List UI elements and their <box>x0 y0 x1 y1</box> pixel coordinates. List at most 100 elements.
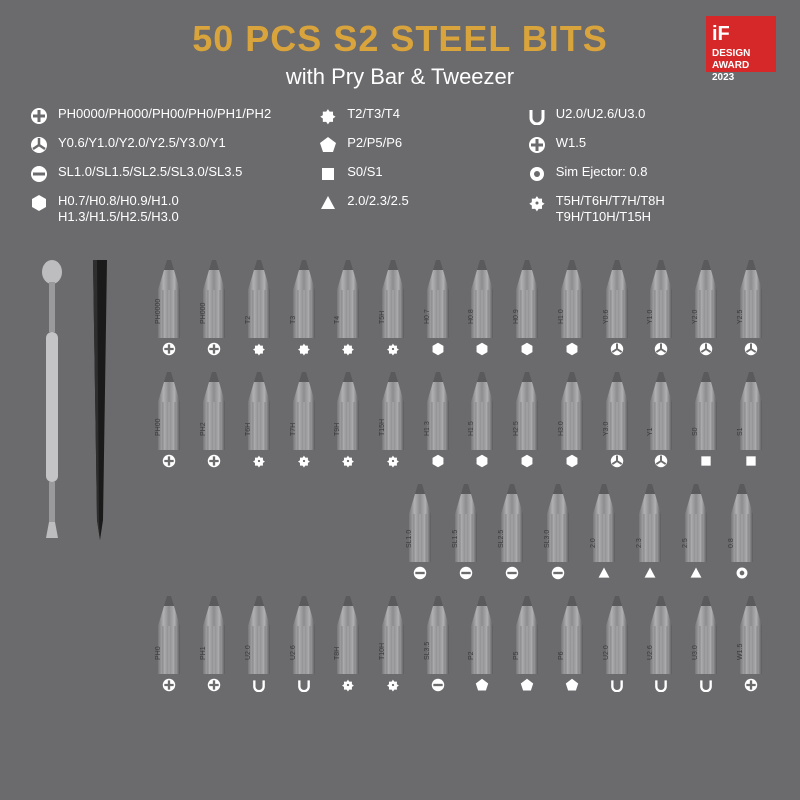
spec-col: PH0000/PH000/PH00/PH0/PH1/PH2Y0.6/Y1.0/Y… <box>30 106 299 236</box>
bit-item: PH0000 <box>150 260 189 356</box>
bit-label: S0 <box>692 427 699 436</box>
bit: 2.3 <box>635 484 665 562</box>
tri-icon <box>610 342 624 356</box>
bit: Y2.5 <box>736 260 766 338</box>
spec-row: Sim Ejector: 0.8 <box>528 164 770 183</box>
bit: H0.9 <box>512 260 542 338</box>
bit: SL3.0 <box>543 484 573 562</box>
bit-item: SL1.5 <box>446 484 486 580</box>
bit: Y2.0 <box>691 260 721 338</box>
spec-text: Y0.6/Y1.0/Y2.0/Y2.5/Y3.0/Y1 <box>58 135 226 151</box>
slot-icon <box>413 566 427 580</box>
phillips-icon <box>207 342 221 356</box>
bit: PH0 <box>154 596 184 674</box>
bit-label: PH0000 <box>155 299 162 324</box>
bit-item: Y1 <box>642 372 681 468</box>
bit: Y0.6 <box>602 260 632 338</box>
torxsec-icon <box>341 454 355 468</box>
spec-row: H0.7/H0.8/H0.9/H1.0H1.3/H1.5/H2.5/H3.0 <box>30 193 299 226</box>
bit-label: T6H <box>245 423 252 436</box>
bit-label: 2.5 <box>682 538 689 548</box>
bit: T8H <box>333 596 363 674</box>
award-line1: DESIGN <box>712 48 770 60</box>
phillips-icon <box>30 107 48 125</box>
hex-icon <box>431 454 445 468</box>
bit: U3.0 <box>691 596 721 674</box>
bit-label: PH0 <box>155 646 162 660</box>
hex-icon <box>475 454 489 468</box>
subtitle: with Pry Bar & Tweezer <box>0 64 800 90</box>
slot-icon <box>431 678 445 692</box>
triangle-icon <box>597 566 611 580</box>
phillips-icon <box>528 136 546 154</box>
spec-row: S0/S1 <box>319 164 507 183</box>
bit-item: T10H <box>374 596 413 692</box>
ring-icon <box>735 566 749 580</box>
bit-label: U2.0 <box>603 645 610 660</box>
bit-item: H3.0 <box>552 372 591 468</box>
penta-icon <box>319 136 337 154</box>
torx-icon <box>319 107 337 125</box>
bit-label: SL2.5 <box>498 530 505 548</box>
triangle-icon <box>643 566 657 580</box>
hex-icon <box>475 342 489 356</box>
bit-item: 0.8 <box>722 484 762 580</box>
torx-icon <box>341 342 355 356</box>
hex-icon <box>30 194 48 212</box>
bit-item: T3 <box>284 260 323 356</box>
bit: H1.5 <box>467 372 497 450</box>
bit-item: U2.0 <box>597 596 636 692</box>
penta-icon <box>520 678 534 692</box>
bit-label: SL3.5 <box>424 642 431 660</box>
header: 50 PCS S2 STEEL BITS with Pry Bar & Twee… <box>0 0 800 90</box>
bit: U2.6 <box>646 596 676 674</box>
bit-label: PH00 <box>155 418 162 436</box>
bit-item: Y3.0 <box>597 372 636 468</box>
spec-row: T2/T3/T4 <box>319 106 507 125</box>
phillips-icon <box>207 678 221 692</box>
bit: PH2 <box>199 372 229 450</box>
bit-item: P6 <box>552 596 591 692</box>
bit-label: H3.0 <box>558 421 565 436</box>
spec-text: SL1.0/SL1.5/SL2.5/SL3.0/SL3.5 <box>58 164 242 180</box>
bit-item: H1.3 <box>418 372 457 468</box>
bit-label: 0.8 <box>728 538 735 548</box>
bit-label: H1.3 <box>424 421 431 436</box>
bit-label: T5H <box>379 311 386 324</box>
phillips-icon <box>162 454 176 468</box>
bit: SL3.5 <box>423 596 453 674</box>
bit-label: U2.6 <box>290 645 297 660</box>
penta-icon <box>565 678 579 692</box>
ushape-icon <box>297 678 311 692</box>
bit-label: H1.5 <box>468 421 475 436</box>
bit: H0.8 <box>467 260 497 338</box>
bit-item: P2 <box>463 596 502 692</box>
bit-label: SL1.0 <box>406 530 413 548</box>
bit-label: 2.0 <box>590 538 597 548</box>
bit-label: Y3.0 <box>603 422 610 436</box>
spec-text: 2.0/2.3/2.5 <box>347 193 408 209</box>
tweezer <box>85 260 115 540</box>
bit-label: H0.8 <box>468 309 475 324</box>
spec-row: Y0.6/Y1.0/Y2.0/Y2.5/Y3.0/Y1 <box>30 135 299 154</box>
bit-item: 2.5 <box>676 484 716 580</box>
bit-item: Y0.6 <box>597 260 636 356</box>
bit-item: T2 <box>239 260 278 356</box>
bit: U2.0 <box>602 596 632 674</box>
bit-label: SL3.0 <box>544 530 551 548</box>
spec-row: W1.5 <box>528 135 770 154</box>
square-icon <box>744 454 758 468</box>
phillips-icon <box>744 678 758 692</box>
bit: Y3.0 <box>602 372 632 450</box>
torxsec-icon <box>386 342 400 356</box>
bit-item: H0.9 <box>508 260 547 356</box>
bit-label: U2.0 <box>245 645 252 660</box>
bit-item: Y1.0 <box>642 260 681 356</box>
hex-icon <box>520 342 534 356</box>
bit-item: SL1.0 <box>400 484 440 580</box>
bit-item: T4 <box>329 260 368 356</box>
phillips-icon <box>162 678 176 692</box>
bit: U2.6 <box>289 596 319 674</box>
bit-label: T3 <box>290 316 297 324</box>
bit-label: H1.0 <box>558 309 565 324</box>
